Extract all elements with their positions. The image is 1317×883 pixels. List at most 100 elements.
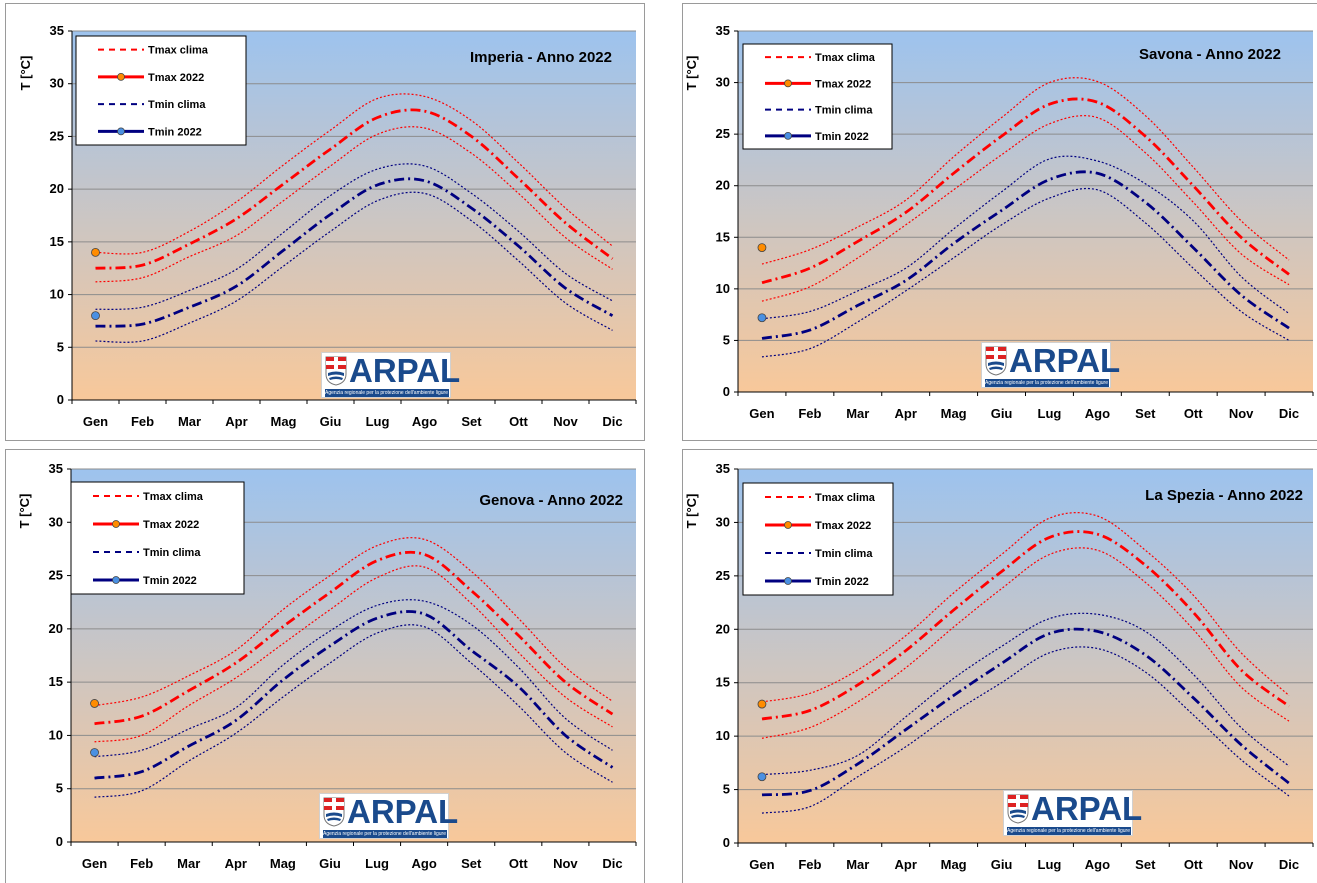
y-axis-label: T [°C] <box>17 494 32 529</box>
legend-label-tmin_clima: Tmin clima <box>815 548 873 560</box>
legend-label-tmax_clima: Tmax clima <box>148 45 209 57</box>
x-tick-label: Ott <box>509 414 528 429</box>
x-tick-label: Apr <box>895 406 917 421</box>
logo-brand: ARPAL <box>1031 790 1143 827</box>
series-line-tmin-clima-lower <box>94 624 613 798</box>
x-tick-label: Mar <box>846 857 869 872</box>
arpal-logo: ARPAL Agenzia regionale per la protezion… <box>981 342 1120 388</box>
y-tick-label: 10 <box>49 727 63 742</box>
series-line-tmin-clima-mean <box>94 610 614 780</box>
x-tick-label: Giu <box>319 856 341 871</box>
x-tick-label: Giu <box>991 406 1013 421</box>
legend-label-tmax_2022: Tmax 2022 <box>143 519 199 531</box>
chart-panel-savona: 0 5 10 15 20 25 30 35 Gen Feb Mar Apr Mag Giu Lug Ago Se… <box>682 3 1317 441</box>
y-tick-label: 25 <box>716 126 730 141</box>
x-tick-label: Lug <box>365 856 389 871</box>
legend-label-tmax_clima: Tmax clima <box>143 491 204 503</box>
x-tick-label: Gen <box>82 856 107 871</box>
x-tick-label: Set <box>1135 406 1156 421</box>
legend-label-tmin_2022: Tmin 2022 <box>815 576 869 588</box>
x-tick-label: Lug <box>366 414 390 429</box>
series-line-tmin-clima-upper <box>94 599 613 758</box>
series-line-tmin-clima-mean <box>95 177 614 328</box>
y-tick-label: 10 <box>50 287 64 302</box>
y-tick-label: 15 <box>49 674 63 689</box>
data-point-tmax-2022 <box>91 247 100 257</box>
logo-brand: ARPAL <box>1009 342 1121 379</box>
legend-label-tmax_2022: Tmax 2022 <box>815 520 871 532</box>
y-tick-label: 10 <box>716 281 730 296</box>
legend-label-tmin_2022: Tmin 2022 <box>815 131 869 143</box>
y-tick-label: 35 <box>716 23 730 38</box>
x-tick-label: Dic <box>602 414 622 429</box>
legend-marker-tmax_2022 <box>784 521 792 529</box>
x-tick-label: Mag <box>271 414 297 429</box>
x-tick-label: Lug <box>1038 857 1062 872</box>
x-tick-label: Ott <box>509 856 528 871</box>
x-tick-label: Mag <box>270 856 296 871</box>
data-point-tmax-2022 <box>757 243 767 253</box>
x-tick-label: Dic <box>602 856 622 871</box>
series-line-tmax-clima-upper <box>94 537 613 707</box>
data-point-tmax-2022 <box>757 699 767 709</box>
legend-label-tmax_clima: Tmax clima <box>815 52 876 64</box>
y-tick-label: 30 <box>716 514 730 529</box>
x-tick-label: Nov <box>1229 857 1254 872</box>
series-line-tmax-clima-lower <box>94 565 613 743</box>
y-tick-label: 20 <box>716 621 730 636</box>
legend-marker-tmax_2022 <box>112 520 120 528</box>
legend-label-tmax_2022: Tmax 2022 <box>148 72 204 84</box>
x-tick-label: Ago <box>411 856 436 871</box>
chart-imperia: 0 5 10 15 20 25 30 35 Gen Feb Mar Apr Mag Giu Lug Ago Se… <box>18 23 637 429</box>
data-point-tmin-2022 <box>91 311 100 321</box>
legend-label-tmin_clima: Tmin clima <box>143 547 201 559</box>
legend-label-tmin_clima: Tmin clima <box>815 105 873 117</box>
y-tick-label: 0 <box>56 834 63 849</box>
liguria-crest-icon <box>1007 794 1029 824</box>
data-point-tmin-2022 <box>757 772 767 782</box>
y-tick-label: 15 <box>50 234 64 249</box>
y-axis-label: T [°C] <box>684 56 699 91</box>
x-tick-label: Nov <box>553 414 578 429</box>
series-line-tmin-clima-lower <box>95 191 613 343</box>
chart-panel-imperia: 0 5 10 15 20 25 30 35 Gen Feb Mar Apr Mag Giu Lug Ago Se… <box>5 3 645 441</box>
series-line-tmax-clima-mean <box>761 97 1290 285</box>
chart-title: La Spezia - Anno 2022 <box>1145 487 1303 504</box>
legend-label-tmax_clima: Tmax clima <box>815 492 876 504</box>
series-line-tmin-clima-lower <box>761 187 1290 358</box>
chart-title: Savona - Anno 2022 <box>1139 46 1281 63</box>
y-tick-label: 0 <box>57 392 64 407</box>
y-tick-label: 35 <box>50 23 64 38</box>
series-line-tmax-clima-lower <box>761 115 1290 302</box>
x-tick-label: Feb <box>798 406 821 421</box>
x-tick-label: Nov <box>1229 406 1254 421</box>
series-line-tmax-clima-lower <box>761 547 1290 739</box>
x-tick-label: Mag <box>941 857 967 872</box>
arpal-logo: ARPAL Agenzia regionale per la protezion… <box>1003 790 1142 836</box>
x-tick-label: Set <box>461 414 482 429</box>
legend-marker-tmax_2022 <box>784 79 792 88</box>
x-tick-label: Gen <box>83 414 108 429</box>
x-tick-label: Set <box>1135 857 1156 872</box>
legend-box <box>742 43 893 150</box>
data-point-tmin-2022 <box>757 313 767 323</box>
x-tick-label: Apr <box>895 857 917 872</box>
legend-label-tmin_2022: Tmin 2022 <box>143 575 197 587</box>
arpal-logo: ARPAL Agenzia regionale per la protezion… <box>319 793 458 839</box>
y-tick-label: 0 <box>723 835 730 850</box>
y-tick-label: 25 <box>50 128 64 143</box>
y-tick-label: 5 <box>57 339 64 354</box>
x-tick-label: Mar <box>178 414 201 429</box>
legend-marker-tmin_2022 <box>117 127 125 136</box>
series-line-tmin-clima-upper <box>761 612 1290 776</box>
y-tick-label: 20 <box>49 621 63 636</box>
legend-marker-tmin_2022 <box>784 577 792 585</box>
y-tick-label: 30 <box>50 76 64 91</box>
y-tick-label: 20 <box>50 181 64 196</box>
x-tick-label: Mar <box>846 406 869 421</box>
data-point-tmax-2022 <box>90 699 99 708</box>
series-line-tmin-clima-upper <box>761 155 1290 320</box>
arpal-logo: ARPAL Agenzia regionale per la protezion… <box>321 352 460 398</box>
y-axis-label: T [°C] <box>684 494 699 529</box>
legend-box <box>70 481 245 595</box>
